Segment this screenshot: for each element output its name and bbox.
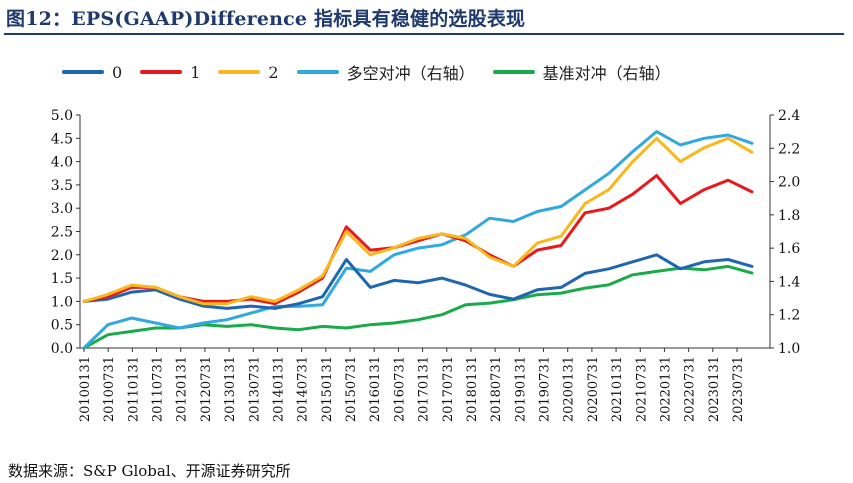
- y-left-tick-label: 0.5: [51, 318, 73, 334]
- legend-label-long-short: 多空对冲（右轴）: [346, 64, 475, 83]
- x-tick-label: 20160731: [392, 356, 407, 422]
- x-tick-label: 20230731: [731, 356, 746, 422]
- y-right-tick-label: 2.2: [778, 141, 800, 157]
- y-left-tick-label: 0.0: [51, 341, 73, 357]
- legend-item-1: 1: [140, 63, 200, 82]
- x-tick-label: 20160131: [368, 356, 383, 422]
- legend-item-benchmark: 基准对冲（右轴）: [492, 60, 671, 84]
- legend-swatch-long-short: [296, 70, 339, 74]
- legend-swatch-benchmark: [492, 70, 535, 74]
- x-tick-label: 20170731: [441, 356, 456, 422]
- y-left-tick-label: 3.5: [51, 178, 73, 194]
- x-tick-label: 20230131: [707, 356, 722, 422]
- x-tick-label: 20190131: [513, 356, 528, 422]
- x-tick-label: 20140131: [271, 356, 286, 422]
- legend-label-benchmark: 基准对冲（右轴）: [542, 64, 671, 83]
- x-tick-label: 20110731: [151, 356, 166, 422]
- x-tick-label: 20180731: [489, 356, 504, 422]
- y-right-tick-label: 1.4: [778, 274, 800, 290]
- y-left-tick-label: 5.0: [51, 108, 73, 124]
- x-tick-label: 20210731: [634, 356, 649, 422]
- x-tick-label: 20220131: [658, 356, 673, 422]
- legend-label-1: 1: [190, 62, 201, 82]
- y-right-tick-label: 2.4: [778, 108, 800, 124]
- series-line-3: [82, 130, 754, 350]
- chart-title: 图12：EPS(GAAP)Difference 指标具有稳健的选股表现: [6, 8, 526, 30]
- x-tick-label: 20150131: [320, 356, 335, 422]
- x-tick-label: 20210131: [610, 356, 625, 422]
- source-note: 数据来源：S&P Global、开源证券研究所: [8, 462, 291, 480]
- x-tick-label: 20100731: [102, 356, 117, 422]
- x-tick-label: 20110131: [126, 356, 141, 422]
- chart-ticks: 0.0 0.5 1.0 1.5 2.0 2.5 3.0 3.5 4.0 4.5 5.0 1.0 1.2 1…: [51, 108, 801, 422]
- chart-series: [82, 130, 754, 350]
- series-line-0: [82, 253, 754, 310]
- x-tick-label: 20170131: [417, 356, 432, 422]
- x-tick-label: 20130731: [247, 356, 262, 422]
- x-tick-label: 20120131: [175, 356, 190, 422]
- legend-item-2: 2: [218, 62, 279, 82]
- y-left-tick-label: 2.5: [51, 225, 73, 241]
- y-left-tick-label: 1.0: [51, 294, 73, 310]
- y-right-tick-label: 1.6: [778, 241, 800, 257]
- y-left-tick-label: 3.0: [51, 201, 73, 217]
- y-right-tick-label: 1.0: [778, 341, 800, 357]
- legend-item-long-short: 多空对冲（右轴）: [296, 60, 475, 84]
- legend: 0 1 2 多空对冲（右轴） 基准对冲（右轴）: [62, 60, 689, 84]
- x-tick-label: 20200131: [562, 356, 577, 422]
- legend-item-0: 0: [62, 63, 122, 82]
- y-left-tick-label: 4.5: [51, 131, 73, 147]
- x-tick-label: 20120731: [199, 356, 214, 422]
- x-tick-label: 20190731: [538, 356, 553, 422]
- y-left-tick-label: 2.0: [51, 248, 73, 264]
- y-right-tick-label: 2.0: [778, 175, 800, 191]
- x-tick-label: 20200731: [586, 356, 601, 422]
- legend-label-2: 2: [268, 62, 279, 82]
- x-tick-label: 20100131: [78, 356, 93, 422]
- series-line-2: [82, 136, 754, 306]
- title-divider: [4, 33, 844, 35]
- x-tick-label: 20130131: [223, 356, 238, 422]
- x-tick-label: 20220731: [683, 356, 698, 422]
- y-right-tick-label: 1.8: [778, 208, 800, 224]
- legend-label-0: 0: [112, 62, 123, 82]
- legend-swatch-1: [140, 70, 183, 74]
- y-left-tick-label: 4.0: [51, 155, 73, 171]
- legend-swatch-2: [218, 70, 261, 74]
- y-right-tick-label: 1.2: [778, 308, 800, 324]
- legend-swatch-0: [62, 70, 104, 74]
- x-tick-label: 20180131: [465, 356, 480, 422]
- y-left-tick-label: 1.5: [51, 271, 73, 287]
- x-tick-label: 20150731: [344, 356, 359, 422]
- x-tick-label: 20140731: [296, 356, 311, 422]
- series-line-4: [82, 264, 754, 350]
